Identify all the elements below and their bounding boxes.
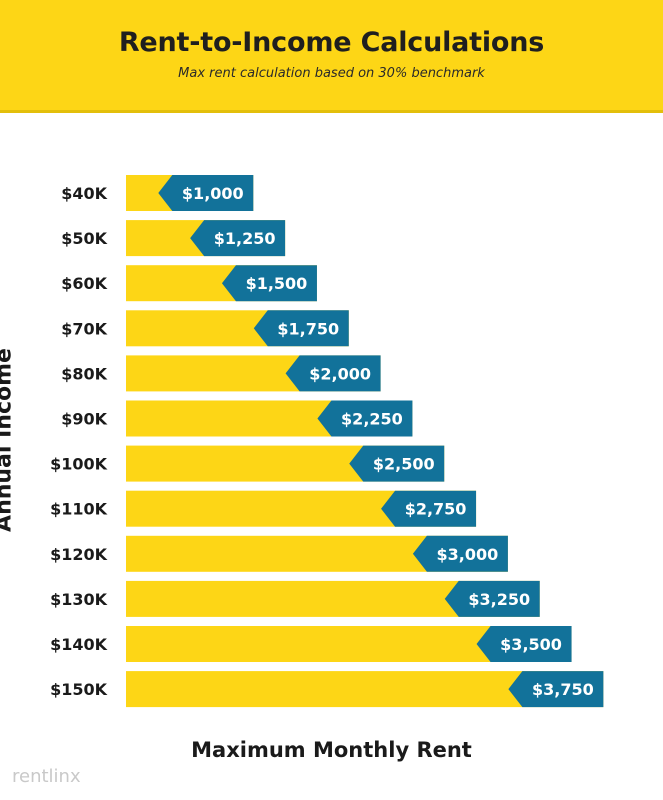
income-category-label: $80K [61,364,107,383]
rent-value-tag [476,626,572,662]
rent-value-label: $1,500 [246,274,308,293]
rent-value-label: $1,750 [277,319,339,338]
rent-value-tag [253,310,349,347]
rent-value-label: $3,000 [437,545,499,564]
rent-value-label: $2,000 [309,364,371,383]
rent-value-tag [285,355,381,392]
chart-subtitle: Max rent calculation based on 30% benchm… [178,66,485,81]
rent-value-label: $1,000 [182,184,244,203]
rent-value-tag [158,175,254,211]
income-category-label: $140K [50,635,108,654]
income-category-label: $70K [61,319,107,338]
income-category-label: $130K [50,590,108,609]
income-category-label: $50K [61,229,107,248]
rent-value-label: $1,250 [214,229,276,248]
rent-value-tag [190,220,286,257]
y-axis-label: Annual Income [0,348,17,532]
rent-value-label: $2,750 [405,500,467,519]
rent-value-tag [412,535,508,572]
income-category-label: $90K [61,410,107,429]
rent-value-label: $3,500 [500,635,562,654]
income-category-label: $100K [50,455,108,474]
header-banner: Rent-to-Income Calculations Max rent cal… [0,0,663,113]
rent-value-tag [349,445,445,482]
chart-title: Rent-to-Income Calculations [118,27,545,58]
rent-value-tag [444,580,540,617]
income-category-label: $150K [50,680,108,699]
watermark-logo: rentlinx [12,766,81,787]
x-axis-label: Maximum Monthly Rent [191,738,472,762]
income-category-label: $110K [50,500,108,519]
rent-value-tag [317,400,413,437]
rent-value-tag [381,490,477,527]
rent-value-tag [221,265,317,302]
rent-value-tag [508,671,604,708]
rent-value-label: $3,250 [468,590,530,609]
income-category-label: $120K [50,545,108,564]
income-category-label: $40K [61,184,107,203]
rent-value-label: $2,250 [341,410,403,429]
rent-value-label: $2,500 [373,455,435,474]
rent-value-label: $3,750 [532,680,594,699]
income-category-label: $60K [61,274,107,293]
